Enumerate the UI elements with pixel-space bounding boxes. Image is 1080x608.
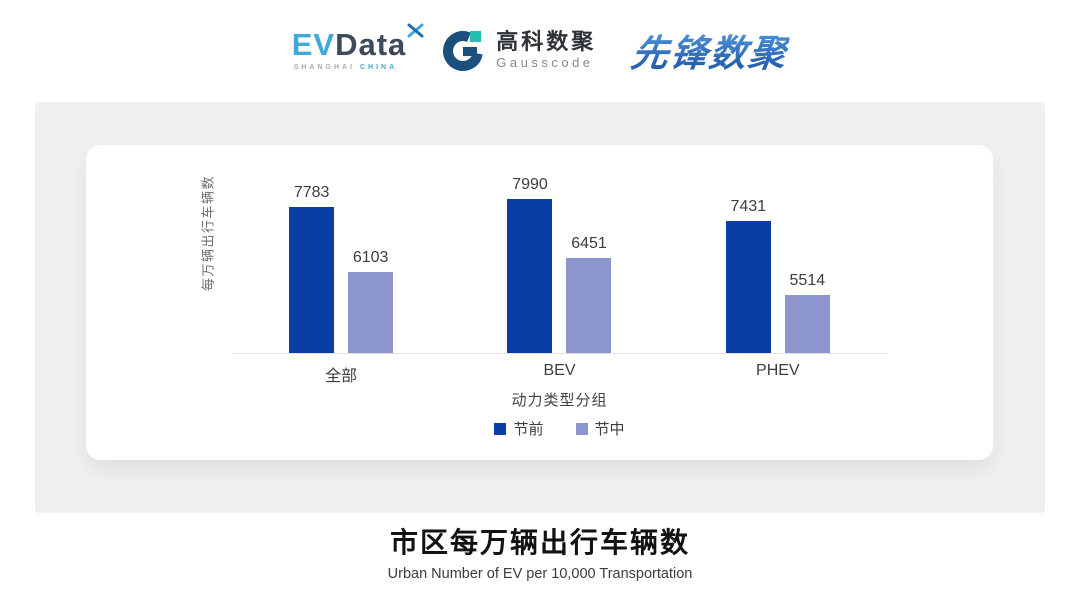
bar-value-label: 6451 <box>571 235 607 252</box>
chart-panel: 每万辆出行车辆数 7783 6103 7990 6451 7431 5514 全部 BEV P… <box>35 102 1045 513</box>
legend-label: 节中 <box>594 421 625 438</box>
bar-group-全部: 7783 6103 <box>232 184 450 353</box>
x-axis-line <box>232 353 887 354</box>
gausscode-text: 高科数聚 Gausscode <box>496 29 597 71</box>
y-axis-label: 每万辆出行车辆数 <box>200 174 216 292</box>
bar-value-label: 7990 <box>512 176 548 193</box>
x-axis-label: 动力类型分组 <box>511 392 608 409</box>
legend-swatch <box>575 422 588 435</box>
evdata-ev-text: EV <box>291 27 336 62</box>
plot-area: 7783 6103 7990 6451 7431 5514 <box>232 176 887 353</box>
bar-全部-节中: 6103 <box>348 249 394 353</box>
legend: 节前 节中 <box>232 418 887 439</box>
bar-group-BEV: 7990 6451 <box>450 176 668 353</box>
legend-item-节前: 节前 <box>494 418 544 439</box>
evdata-data-text: Data <box>335 27 407 62</box>
header: EVData SHANGHAI CHINA 高科数聚 Gausscode 先锋数… <box>0 0 1080 100</box>
evdata-tagline-china: CHINA <box>360 64 398 71</box>
gausscode-g-icon <box>443 31 484 71</box>
chart-card: 每万辆出行车辆数 7783 6103 7990 6451 7431 5514 全部 BEV P… <box>86 145 993 460</box>
category-label-PHEV: PHEV <box>756 362 800 379</box>
evdata-x-icon <box>407 23 424 38</box>
gausscode-logo: 高科数聚 Gausscode <box>442 28 596 72</box>
category-label-全部: 全部 <box>325 368 358 385</box>
category-labels: 全部 BEV PHEV <box>232 362 887 386</box>
evdata-logo: EVData SHANGHAI CHINA <box>291 23 424 71</box>
gausscode-en-name: Gausscode <box>496 55 594 70</box>
bar-PHEV-节中: 5514 <box>784 272 830 353</box>
category-label-BEV: BEV <box>543 362 576 379</box>
bar-BEV-节中: 6451 <box>566 235 612 353</box>
bar-group-PHEV: 7431 5514 <box>669 191 887 353</box>
bar-value-label: 6103 <box>352 249 389 266</box>
bar-value-label: 7431 <box>730 198 767 215</box>
bar-BEV-节前: 7990 <box>507 176 553 353</box>
bar-value-label: 7783 <box>293 184 330 201</box>
page-subtitle: Urban Number of EV per 10,000 Transporta… <box>387 566 693 582</box>
legend-item-节中: 节中 <box>575 418 625 439</box>
legend-swatch <box>494 422 507 435</box>
gausscode-cn-name: 高科数聚 <box>496 29 597 54</box>
evdata-tagline-shanghai: SHANGHAI <box>293 64 356 71</box>
legend-label: 节前 <box>513 421 544 438</box>
evdata-tagline: SHANGHAI CHINA <box>292 64 407 71</box>
bar-全部-节前: 7783 <box>289 184 335 353</box>
evdata-wordmark: EVData <box>291 23 424 62</box>
page-title: 市区每万辆出行车辆数 <box>389 527 690 558</box>
xianfeng-logo: 先锋数聚 <box>628 23 792 77</box>
bar-PHEV-节前: 7431 <box>725 198 771 353</box>
footer: 市区每万辆出行车辆数 Urban Number of EV per 10,000… <box>0 524 1080 582</box>
bar-value-label: 5514 <box>789 272 826 289</box>
